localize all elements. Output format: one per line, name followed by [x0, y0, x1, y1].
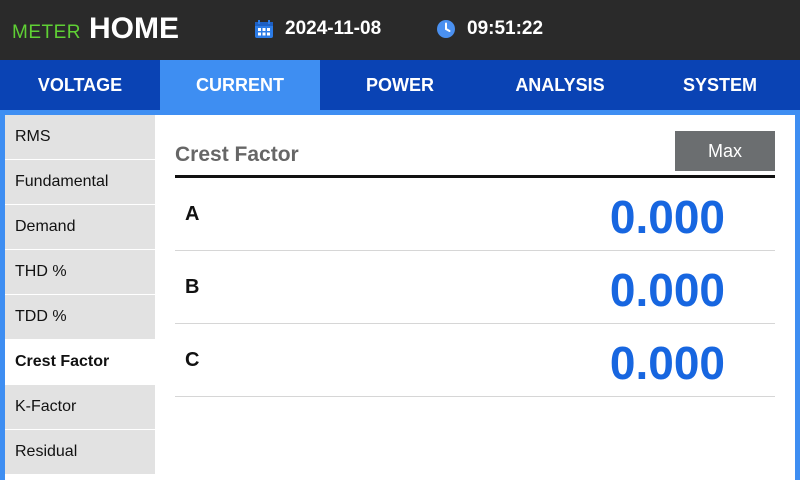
content-frame: RMS Fundamental Demand THD % TDD % Crest… [0, 110, 800, 480]
sidebar-item-thd[interactable]: THD % [5, 250, 155, 295]
sidebar-item-k-factor[interactable]: K-Factor [5, 385, 155, 430]
tab-analysis[interactable]: ANALYSIS [515, 74, 605, 95]
time-text: 09:51:22 [467, 18, 544, 39]
date-text: 2024-11-08 [285, 18, 382, 39]
panel-title: Crest Factor [175, 143, 299, 166]
phase-label: A [185, 203, 200, 225]
time-display: 09:51:22 [436, 18, 543, 40]
tab-power[interactable]: POWER [365, 74, 434, 95]
tab-system[interactable]: SYSTEM [682, 74, 757, 95]
sidebar-item-demand[interactable]: Demand [5, 205, 155, 250]
clock-icon [436, 19, 456, 39]
phase-label: B [185, 276, 200, 298]
sidebar: RMS Fundamental Demand THD % TDD % Crest… [5, 115, 155, 480]
sidebar-item-crest-factor[interactable]: Crest Factor [5, 340, 155, 385]
page-title: HOME [89, 12, 179, 45]
sidebar-item-tdd[interactable]: TDD % [5, 295, 155, 340]
main-tab-bar: VOLTAGE CURRENT POWER ANALYSIS SYSTEM [0, 60, 800, 110]
brand-prefix: METER [12, 22, 81, 43]
title-divider [175, 175, 775, 178]
main-panel: Crest Factor Max A 0.000 B 0.000 C 0.000 [155, 115, 795, 480]
tab-current[interactable]: CURRENT [160, 60, 320, 110]
sidebar-item-residual[interactable]: Residual [5, 430, 155, 475]
phase-row-b: B 0.000 [175, 251, 775, 324]
calendar-icon [254, 19, 274, 39]
sidebar-item-fundamental[interactable]: Fundamental [5, 160, 155, 205]
top-bar: METER HOME 2024-11-08 [0, 0, 800, 60]
tab-voltage[interactable]: VOLTAGE [37, 74, 123, 95]
brand: METER HOME [12, 12, 179, 48]
phase-row-a: A 0.000 [175, 178, 775, 251]
date-display: 2024-11-08 [254, 18, 381, 40]
phase-value: 0.000 [609, 264, 725, 316]
phase-value: 0.000 [609, 191, 725, 243]
max-button[interactable]: Max [675, 131, 775, 171]
phase-value: 0.000 [609, 337, 725, 389]
value-list: A 0.000 B 0.000 C 0.000 [175, 178, 775, 397]
phase-label: C [185, 349, 200, 371]
sidebar-item-rms[interactable]: RMS [5, 115, 155, 160]
phase-row-c: C 0.000 [175, 324, 775, 397]
